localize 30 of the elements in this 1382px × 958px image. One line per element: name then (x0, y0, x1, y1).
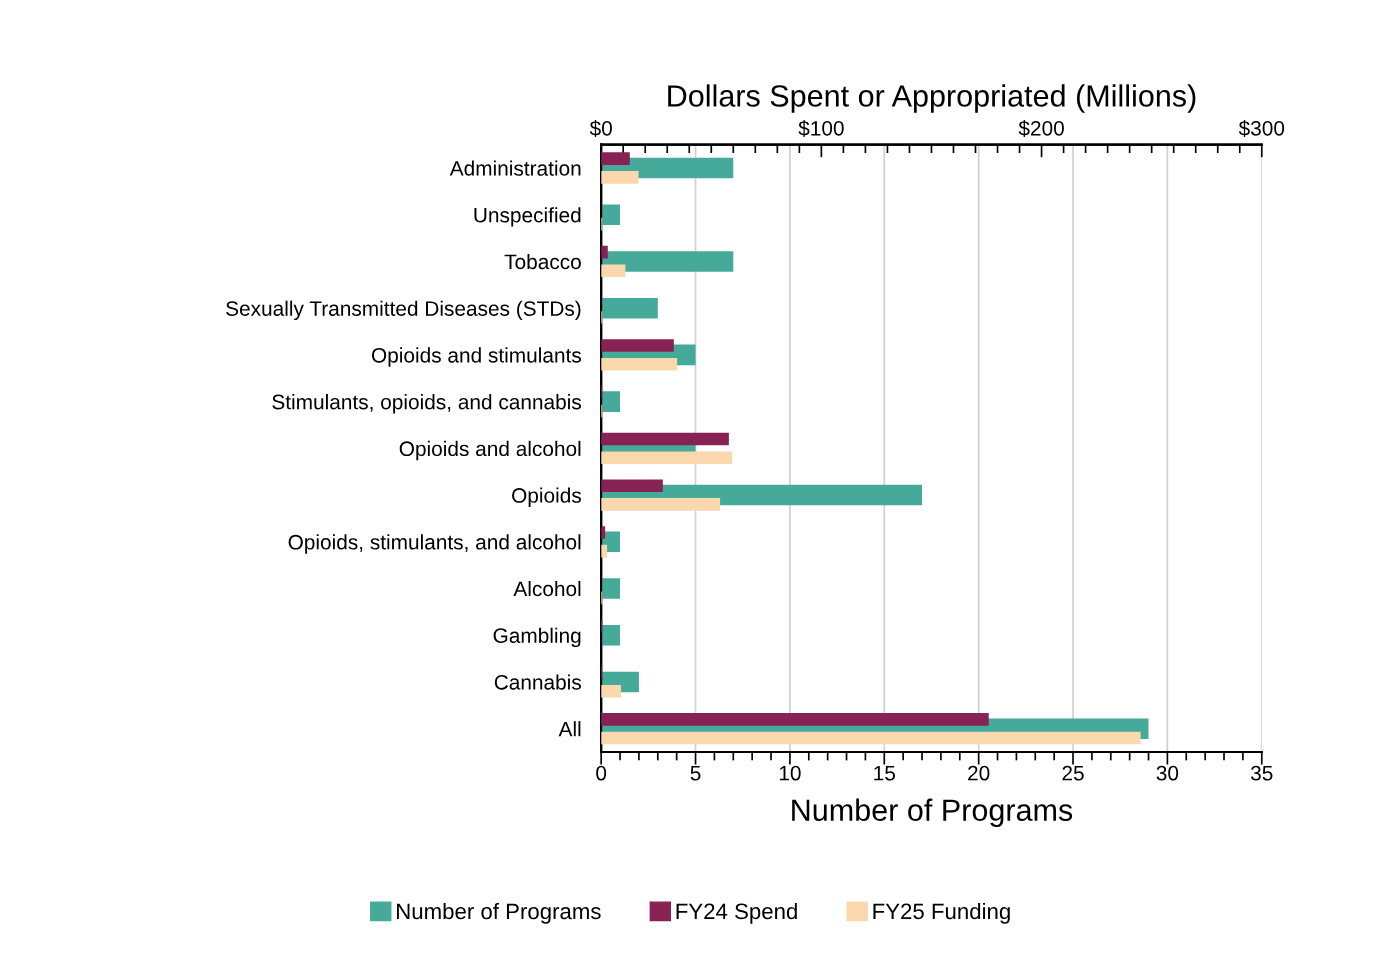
y-tick-label: Opioids and alcohol (399, 440, 581, 461)
y-tick-label: Administration (449, 160, 581, 176)
x2-tick-label: $300 (1238, 120, 1285, 137)
y-tick-label: Opioids and stimulants (371, 347, 581, 367)
x2-axis-title: Dollars Spent or Appropriated (Millions) (668, 84, 1196, 113)
x2-tick-label: $0 (589, 120, 612, 137)
x-tick-label: 30 (1156, 765, 1179, 781)
y-tick-label: Sexually Transmitted Diseases (STDs) (226, 300, 581, 321)
legend-label: FY24 Spend (676, 902, 797, 924)
y-tick-label: All (558, 721, 581, 737)
x-tick-label: 35 (1250, 765, 1273, 781)
x-tick-label: 20 (968, 765, 990, 781)
y-tick-label: Opioids, stimulants, and alcohol (288, 534, 581, 554)
y-tick-label: Gambling (493, 627, 581, 648)
y-tick-label: Alcohol (513, 580, 581, 597)
x-tick-label: 25 (1062, 765, 1084, 781)
y-tick-label: Opioids (512, 487, 581, 507)
x-axis-title: Number of Programs (792, 798, 1073, 828)
legend-label: FY25 Funding (873, 902, 1010, 924)
x-tick-label: 10 (779, 765, 801, 781)
x-tick-label: 0 (596, 765, 607, 781)
x2-tick-label: $200 (1018, 120, 1064, 137)
y-tick-label: Cannabis (494, 674, 581, 690)
y-tick-label: Unspecified (474, 207, 581, 227)
x2-tick-label: $100 (798, 120, 844, 137)
legend-label: Number of Programs (397, 902, 601, 924)
y-tick-label: Stimulants, opioids, and cannabis (272, 394, 581, 414)
x-tick-label: 5 (690, 765, 701, 781)
x-tick-label: 15 (874, 765, 895, 781)
y-tick-label: Tobacco (504, 253, 581, 270)
